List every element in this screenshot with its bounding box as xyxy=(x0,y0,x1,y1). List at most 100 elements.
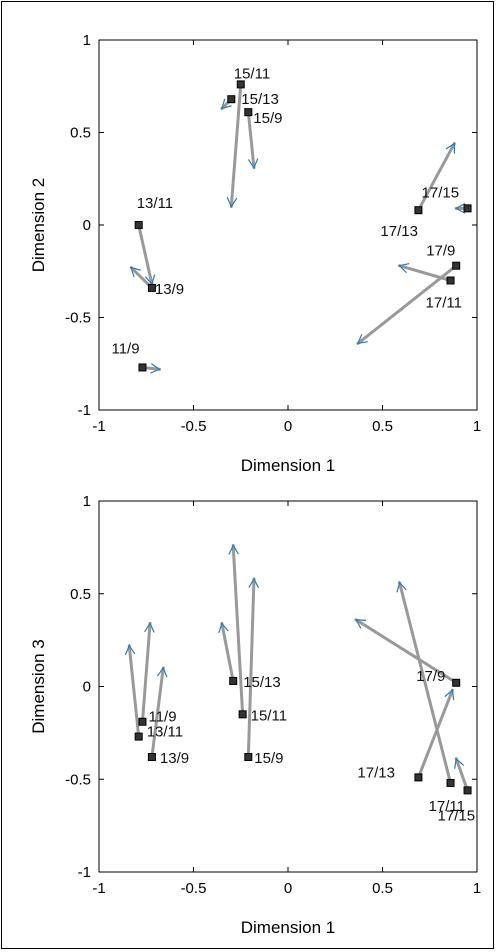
x-tick-label: -1 xyxy=(92,418,105,435)
data-point-label: 11/9 xyxy=(148,709,176,726)
data-point-marker xyxy=(414,773,423,782)
x-tick-label: -1 xyxy=(92,880,105,897)
data-point-marker xyxy=(227,95,236,104)
x-tick-label: 0 xyxy=(284,880,292,897)
vector-arrowhead xyxy=(354,619,367,629)
y-axis-label: Dimension 3 xyxy=(29,639,48,734)
vector-segment xyxy=(416,142,456,212)
data-point-label: 13/11 xyxy=(147,724,183,741)
chart-2: -1-1 -0.5 -0.5 0 0 0.5 0.5 1 1 Dimension 1 Dimensi… xyxy=(29,493,481,937)
y-tick-label: -1 xyxy=(78,402,91,419)
vector-arrowhead xyxy=(444,689,455,701)
y-tick-label: 0.5 xyxy=(70,125,91,142)
chart-1: -1-1 -0.5 -0.5 0 0 0.5 0.5 1 1 Dimension 1 Dimensi… xyxy=(29,32,481,475)
data-point-label: 15/9 xyxy=(254,750,283,767)
data-point-marker xyxy=(452,678,461,687)
data-point-marker xyxy=(138,717,147,726)
data-point-label: 17/11 xyxy=(426,295,462,312)
x-tick-label: -0.5 xyxy=(181,418,207,435)
data-point-label: 13/9 xyxy=(155,281,184,298)
data-point-marker xyxy=(138,363,147,372)
vector-arrowhead xyxy=(228,544,239,555)
data-point-marker xyxy=(463,204,472,213)
vector-segment xyxy=(416,688,454,779)
x-tick-label: 0.5 xyxy=(372,418,393,435)
data-point-label: 15/13 xyxy=(241,91,279,108)
y-tick-label: 1 xyxy=(83,32,91,49)
vector-arrowhead xyxy=(398,262,410,274)
vector-arrowhead xyxy=(445,142,455,154)
vector-arrowhead xyxy=(144,622,155,633)
vector-arrowhead xyxy=(130,266,141,278)
y-tick-label: 0 xyxy=(83,679,91,696)
data-point-marker xyxy=(147,752,156,761)
data-point-label: 13/9 xyxy=(160,750,189,767)
data-point-marker xyxy=(147,283,156,292)
x-axis-label: Dimension 1 xyxy=(241,456,336,475)
vector-arrowhead xyxy=(396,581,407,593)
x-tick-label: 0.5 xyxy=(372,880,393,897)
y-tick-label: -0.5 xyxy=(65,310,91,327)
x-tick-label: -0.5 xyxy=(181,880,207,897)
x-axis-label: Dimension 1 xyxy=(241,918,336,937)
vector-segment xyxy=(137,223,154,286)
vector-arrowhead xyxy=(150,363,161,374)
data-point-marker xyxy=(446,778,455,787)
plot-area-frame xyxy=(98,500,478,873)
data-point-marker xyxy=(236,80,245,89)
vector-segment xyxy=(454,757,470,792)
data-point-label: 17/13 xyxy=(380,223,418,240)
data-point-marker xyxy=(134,221,143,229)
y-axis-label: Dimension 2 xyxy=(29,178,48,273)
vector-segment xyxy=(354,618,458,685)
vector-segment xyxy=(127,644,141,739)
vector-segment xyxy=(229,82,243,208)
vector-arrowhead xyxy=(124,644,136,656)
y-tick-label: 1 xyxy=(83,493,91,510)
x-tick-label: 0 xyxy=(284,418,292,435)
vector-segment xyxy=(231,544,245,716)
vector-segment xyxy=(398,264,453,282)
vector-arrowhead xyxy=(220,98,232,110)
data-point-marker xyxy=(452,261,461,270)
data-point-label: 11/9 xyxy=(111,340,139,357)
data-point-label: 15/11 xyxy=(251,707,287,724)
vector-segment xyxy=(150,666,165,759)
vector-segment xyxy=(220,621,235,683)
data-point-label: 17/15 xyxy=(438,807,476,824)
plot-area-frame xyxy=(98,39,478,411)
x-tick-label: 1 xyxy=(473,880,481,897)
vector-arrowhead xyxy=(454,203,466,214)
data-point-marker xyxy=(238,710,247,719)
data-point-label: 17/9 xyxy=(426,243,455,260)
vector-arrowhead xyxy=(356,333,368,345)
data-point-marker xyxy=(446,276,455,285)
vector-segment xyxy=(398,581,453,785)
x-tick-label: 1 xyxy=(473,418,481,435)
y-tick-label: -1 xyxy=(78,864,91,881)
data-point-marker xyxy=(463,786,472,795)
data-point-marker xyxy=(244,108,253,117)
data-point-label: 17/13 xyxy=(357,764,395,781)
vector-arrowhead xyxy=(248,577,260,589)
vector-arrowhead xyxy=(226,197,238,208)
data-point-label: 15/11 xyxy=(234,65,270,82)
y-tick-label: -0.5 xyxy=(65,771,91,788)
y-tick-label: 0.5 xyxy=(70,586,91,603)
data-point-label: 17/9 xyxy=(416,668,445,685)
vector-arrowhead xyxy=(156,666,168,678)
vector-segment xyxy=(246,110,256,170)
data-point-marker xyxy=(134,732,143,741)
vector-arrowhead xyxy=(454,757,465,769)
data-point-marker xyxy=(244,752,253,761)
vector-arrowhead xyxy=(218,622,229,634)
data-point-label: 13/11 xyxy=(137,195,173,212)
data-point-label: 15/13 xyxy=(243,674,281,691)
data-point-marker xyxy=(414,206,423,215)
vector-segment xyxy=(246,577,256,759)
data-point-label: 17/15 xyxy=(422,184,460,201)
data-point-label: 17/11 xyxy=(429,798,465,815)
